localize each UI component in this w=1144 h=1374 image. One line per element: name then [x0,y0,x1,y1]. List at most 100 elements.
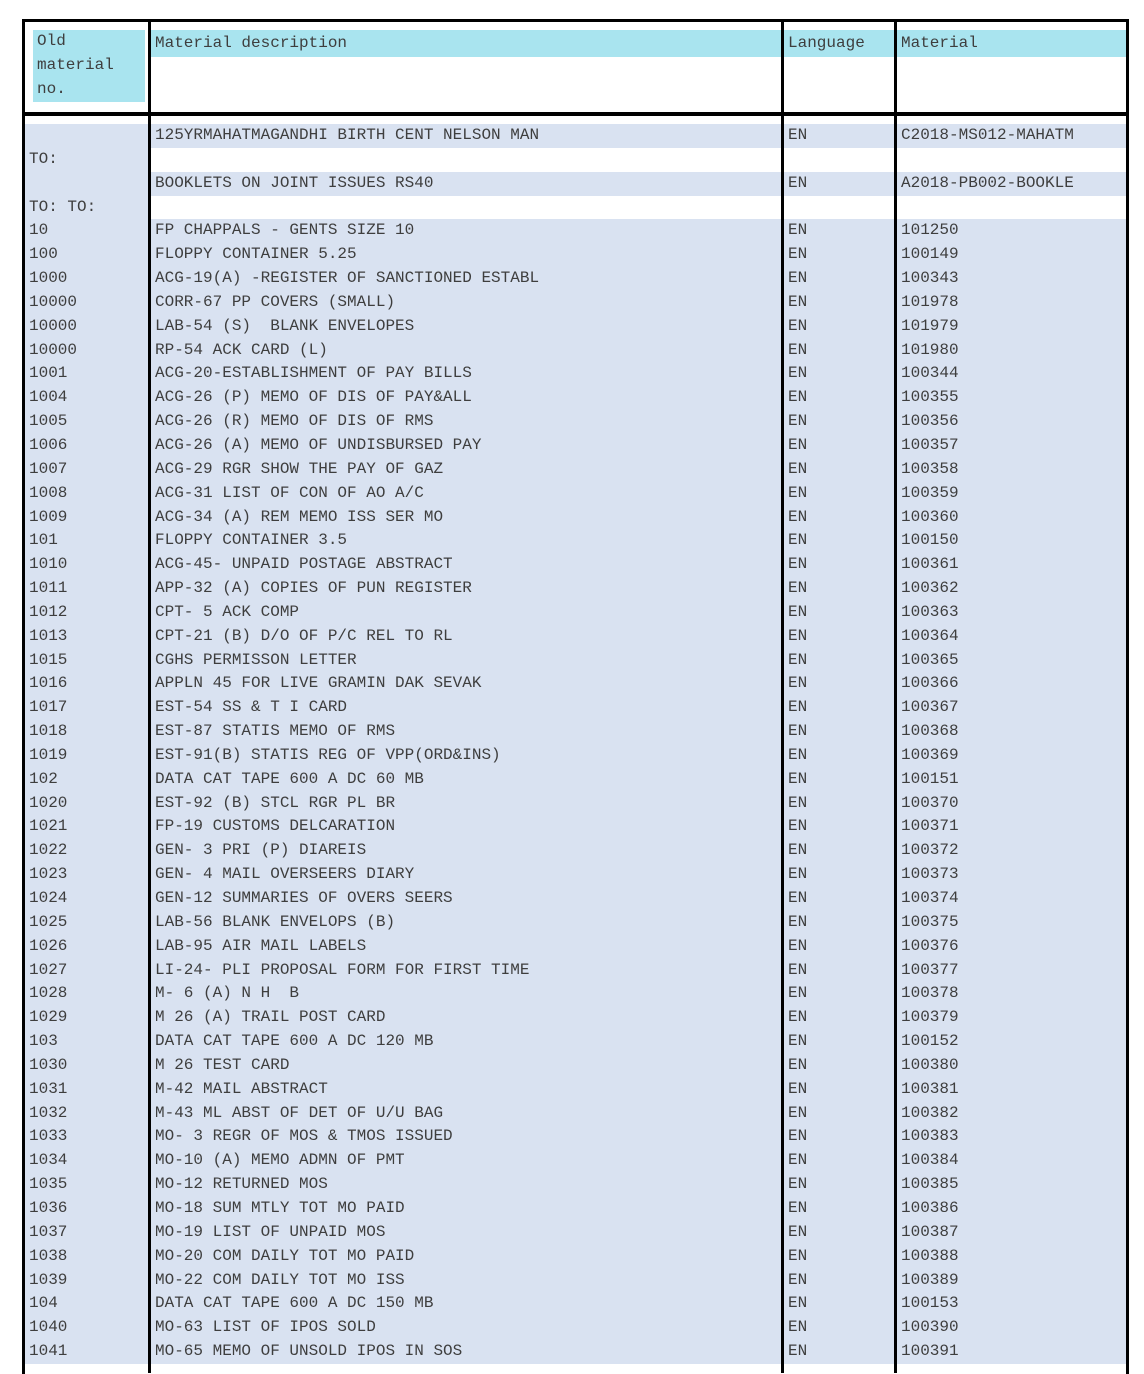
cell-language: EN [784,1030,894,1054]
table-row: 10000 RP-54 ACK CARD (L) EN 101980 [25,338,1126,363]
cell-language: EN [784,505,894,530]
cell-material: 100358 [897,457,1126,482]
cell-language: EN [784,696,894,721]
cell-language: EN [784,529,894,554]
table-row: 103 DATA CAT TAPE 600 A DC 120 MB EN 100152 [25,1030,1126,1054]
cell-material: 100375 [897,910,1126,935]
cell-description: EST-87 STATIS MEMO OF RMS [151,720,781,744]
cell-old-material-no: 103 [25,1030,148,1054]
table-row: 1035 MO-12 RETURNED MOS EN 100385 [25,1173,1126,1197]
cell-old-material-no: 1030 [25,1053,148,1078]
table-row: 1008 ACG-31 LIST OF CON OF AO A/C EN 100359 [25,481,1126,506]
cell-language: EN [784,1340,894,1364]
cell-description: BOOKLETS ON JOINT ISSUES RS40 [151,171,781,196]
cell-description [151,1363,781,1373]
cell-language: EN [784,1268,894,1293]
cell-language: EN [784,267,894,291]
table-row: 1021 FP-19 CUSTOMS DELCARATION EN 100371 [25,815,1126,840]
cell-description: ACG-19(A) -REGISTER OF SANCTIONED ESTABL [151,267,781,291]
header-language: Language [784,22,894,112]
cell-description: M 26 (A) TRAIL POST CARD [151,1006,781,1031]
cell-language: EN [784,648,894,673]
header-material-description: Material description [151,22,781,112]
header-old-material-no: Old material no. [25,22,148,112]
cell-language [784,147,894,172]
table-row: 10 FP CHAPPALS - GENTS SIZE 10 EN 101250 [25,219,1126,244]
cell-material: 101978 [897,290,1126,315]
cell-old-material-no: 10000 [25,314,148,339]
cell-description: ACG-34 (A) REM MEMO ISS SER MO [151,505,781,530]
cell-old-material-no: 1041 [25,1340,148,1364]
cell-description: EST-92 (B) STCL RGR PL BR [151,791,781,816]
spacer-row [25,116,1126,124]
cell-language: EN [784,410,894,434]
table-row: 104 DATA CAT TAPE 600 A DC 150 MB EN 100153 [25,1292,1126,1317]
table-row: 1032 M-43 ML ABST OF DET OF U/U BAG EN 1003… [25,1101,1126,1126]
cell-description: APPLN 45 FOR LIVE GRAMIN DAK SEVAK [151,672,781,697]
table-row: 1028 M- 6 (A) N H B EN 100378 [25,982,1126,1007]
cell-material: 100357 [897,433,1126,458]
cell-material: 100344 [897,362,1126,387]
cell-old-material-no: 104 [25,1292,148,1317]
cell-old-material-no: 1005 [25,410,148,434]
cell-old-material-no: 10000 [25,338,148,363]
cell-old-material-no: 1020 [25,791,148,816]
cell-language: EN [784,863,894,887]
cell-material: 101979 [897,314,1126,339]
cell-language: EN [784,457,894,482]
cell-material: 100343 [897,267,1126,291]
cell-description: GEN- 3 PRI (P) DIAREIS [151,839,781,864]
cell-material [897,116,1126,124]
cell-old-material-no: 1015 [25,648,148,673]
table-row: 1010 ACG-45- UNPAID POSTAGE ABSTRACT EN 100… [25,553,1126,578]
table-row: 1026 LAB-95 AIR MAIL LABELS EN 100376 [25,934,1126,959]
cell-description: MO-19 LIST OF UNPAID MOS [151,1220,781,1245]
cell-material: 100374 [897,887,1126,911]
cell-old-material-no: 100 [25,243,148,268]
cell-description: M 26 TEST CARD [151,1053,781,1078]
cell-language: EN [784,815,894,840]
cell-description: GEN- 4 MAIL OVERSEERS DIARY [151,863,781,887]
cell-old-material-no [25,124,148,148]
cell-language: EN [784,624,894,649]
materials-table: Old material no. Material description La… [22,19,1129,1374]
table-row: 1022 GEN- 3 PRI (P) DIAREIS EN 100372 [25,839,1126,864]
cell-description: MO-63 LIST OF IPOS SOLD [151,1316,781,1341]
table-row: 1025 LAB-56 BLANK ENVELOPS (B) EN 100375 [25,910,1126,935]
table-row: 10000 LAB-54 (S) BLANK ENVELOPES EN 101979 [25,314,1126,339]
cell-language: EN [784,386,894,411]
cell-material: 100151 [897,767,1126,792]
cell-material: 100389 [897,1268,1126,1293]
cell-description: 125YRMAHATMAGANDHI BIRTH CENT NELSON MAN [151,124,781,148]
table-row: 1016 APPLN 45 FOR LIVE GRAMIN DAK SEVAK EN… [25,672,1126,697]
filler-row [25,1363,1126,1373]
table-row: 1029 M 26 (A) TRAIL POST CARD EN 100379 [25,1006,1126,1031]
cell-material: 100360 [897,505,1126,530]
cell-old-material-no: 1007 [25,457,148,482]
header-material-description-label: Material description [151,30,781,57]
table-row: 1036 MO-18 SUM MTLY TOT MO PAID EN 100386 [25,1196,1126,1221]
cell-material: 100355 [897,386,1126,411]
cell-old-material-no: 1031 [25,1077,148,1102]
cell-language: EN [784,553,894,578]
cell-old-material-no: 1004 [25,386,148,411]
cell-material: 100372 [897,839,1126,864]
cell-language: EN [784,910,894,935]
table-row: 10000 CORR-67 PP COVERS (SMALL) EN 101978 [25,290,1126,315]
cell-description: CPT-21 (B) D/O OF P/C REL TO RL [151,624,781,649]
table-row: 1005 ACG-26 (R) MEMO OF DIS OF RMS EN 10035… [25,410,1126,434]
cell-description: MO-22 COM DAILY TOT MO ISS [151,1268,781,1293]
table-row: TO: [25,147,1126,172]
cell-old-material-no: 1032 [25,1101,148,1126]
cell-description: M- 6 (A) N H B [151,982,781,1007]
table-row: 1030 M 26 TEST CARD EN 100380 [25,1053,1126,1078]
cell-description: APP-32 (A) COPIES OF PUN REGISTER [151,577,781,601]
cell-description: ACG-29 RGR SHOW THE PAY OF GAZ [151,457,781,482]
cell-description [151,116,781,124]
header-material-label: Material [897,30,1126,57]
table-row: 1011 APP-32 (A) COPIES OF PUN REGISTER EN 1… [25,577,1126,601]
cell-material: 100391 [897,1340,1126,1364]
cell-language: EN [784,1196,894,1221]
cell-old-material-no: 1012 [25,600,148,625]
cell-description: CPT- 5 ACK COMP [151,600,781,625]
